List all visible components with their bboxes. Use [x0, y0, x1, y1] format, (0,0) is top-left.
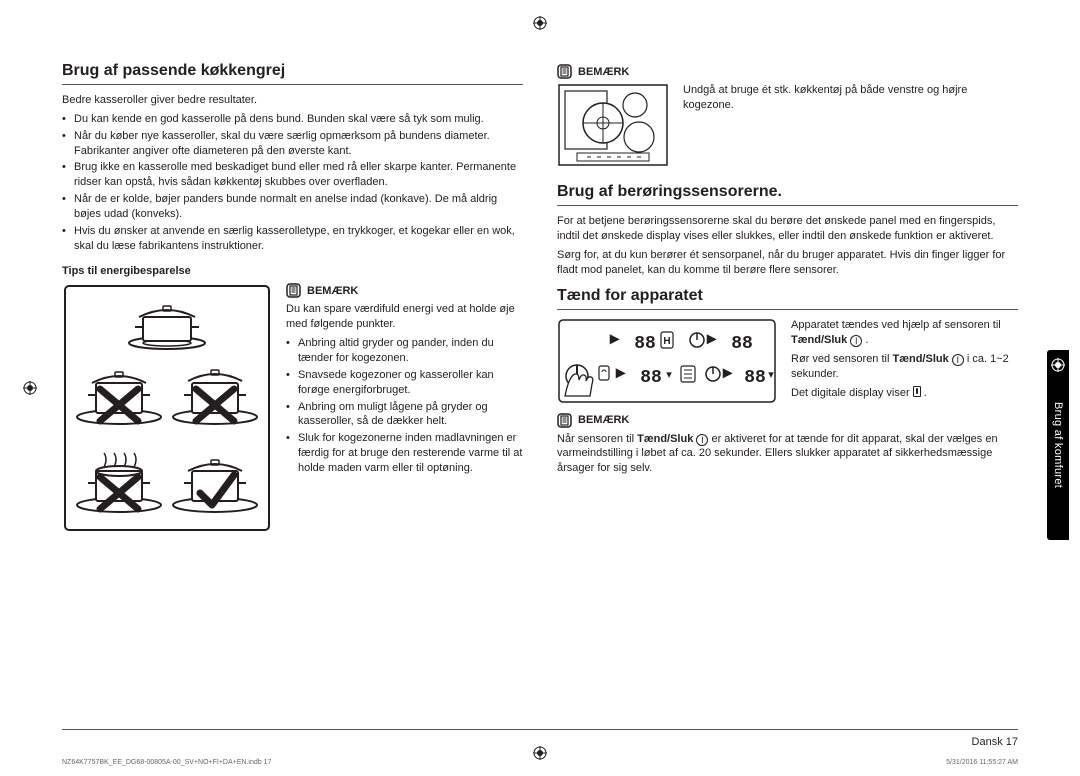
- power-icon: I: [850, 335, 862, 347]
- svg-text:H: H: [663, 336, 670, 347]
- page-footer: Dansk 17: [62, 729, 1018, 748]
- turnon-line-3: Det digitale display viser .: [791, 386, 1018, 401]
- print-file-name: NZ64K7757BK_EE_DG68-00805A-00_SV+NO+FI+D…: [62, 759, 271, 766]
- section-tab: Brug af komfuret: [1047, 350, 1069, 540]
- list-item: Du kan kende en god kasserolle på dens b…: [62, 112, 523, 127]
- pots-illustration: [62, 283, 272, 533]
- print-timestamp: 5/31/2016 11:55:27 AM: [946, 759, 1018, 766]
- rule: [557, 309, 1018, 310]
- hob-zones-illustration: [557, 83, 669, 173]
- turnon-line-1: Apparatet tændes ved hjælp af sensoren t…: [791, 318, 1018, 348]
- turnon-line-2: Rør ved sensoren til Tænd/Sluk I i ca. 1…: [791, 352, 1018, 382]
- note-intro: Du kan spare værdifuld energi ved at hol…: [286, 302, 523, 332]
- svg-text:88: 88: [744, 368, 766, 388]
- svg-text:▸: ▸: [706, 328, 717, 348]
- para: For at betjene berøringssensorerne skal …: [557, 214, 1018, 244]
- print-footer: NZ64K7757BK_EE_DG68-00805A-00_SV+NO+FI+D…: [62, 759, 1018, 766]
- svg-text:▸: ▸: [609, 328, 620, 348]
- power-icon: I: [952, 354, 964, 366]
- bullet-list-main: Du kan kende en god kasserolle på dens b…: [62, 112, 523, 254]
- list-item: Sluk for kogezonerne inden madlavningen …: [286, 431, 523, 476]
- svg-text:88: 88: [634, 334, 656, 354]
- svg-text:▸: ▸: [615, 362, 626, 382]
- note-icon: [557, 413, 572, 428]
- bullet-list-tips: Anbring altid gryder og pander, inden du…: [286, 336, 523, 476]
- list-item: Snavsede kogezoner og kasseroller kan fo…: [286, 368, 523, 398]
- list-item: Når de er kolde, bøjer panders bunde nor…: [62, 192, 523, 222]
- heading-turn-on: Tænd for apparatet: [557, 287, 1018, 305]
- heading-cookware: Brug af passende køkkengrej: [62, 62, 523, 80]
- power-icon: I: [696, 434, 708, 446]
- crop-mark-top: [533, 16, 547, 30]
- list-item: Når du køber nye kasseroller, skal du væ…: [62, 129, 523, 159]
- heading-touch-sensors: Brug af berøringssensorerne.: [557, 183, 1018, 201]
- registration-mark-icon: [1051, 358, 1065, 377]
- note-label: BEMÆRK: [578, 414, 629, 426]
- rule: [557, 205, 1018, 206]
- note-heading: BEMÆRK: [557, 413, 1018, 428]
- note-icon: [557, 64, 572, 79]
- svg-text:▾: ▾: [768, 369, 774, 381]
- note-heading: BEMÆRK: [557, 64, 1018, 79]
- crop-mark-bottom: [533, 746, 547, 760]
- subheading-energy-tips: Tips til energibesparelse: [62, 265, 523, 277]
- section-tab-label: Brug af komfuret: [1052, 402, 1064, 488]
- note-icon: [286, 283, 301, 298]
- note-label: BEMÆRK: [307, 285, 358, 297]
- display-glyph-icon: [913, 386, 921, 397]
- para: Sørg for, at du kun berører ét sensorpan…: [557, 248, 1018, 278]
- note-label: BEMÆRK: [578, 66, 629, 78]
- list-item: Brug ikke en kasserolle med beskadiget b…: [62, 160, 523, 190]
- svg-text:88: 88: [640, 368, 662, 388]
- crop-mark-left: [23, 381, 37, 395]
- note-heading: BEMÆRK: [286, 283, 523, 298]
- page-number: Dansk 17: [62, 736, 1018, 748]
- list-item: Hvis du ønsker at anvende en særlig kass…: [62, 224, 523, 254]
- left-column: Brug af passende køkkengrej Bedre kasser…: [62, 62, 523, 533]
- note-text-2: Når sensoren til Tænd/Sluk I er aktivere…: [557, 432, 1018, 477]
- svg-text:▸: ▸: [722, 362, 733, 382]
- intro-text: Bedre kasseroller giver bedre resultater…: [62, 93, 523, 108]
- list-item: Anbring altid gryder og pander, inden du…: [286, 336, 523, 366]
- right-column: BEMÆRK: [557, 62, 1018, 533]
- control-panel-illustration: ▸ 88 H ▸ 88: [557, 318, 777, 404]
- note-text: Undgå at bruge ét stk. køkkentøj på både…: [683, 83, 1018, 113]
- rule: [62, 84, 523, 85]
- list-item: Anbring om muligt lågene på gryder og ka…: [286, 400, 523, 430]
- svg-text:▾: ▾: [666, 369, 672, 381]
- svg-text:88: 88: [731, 334, 753, 354]
